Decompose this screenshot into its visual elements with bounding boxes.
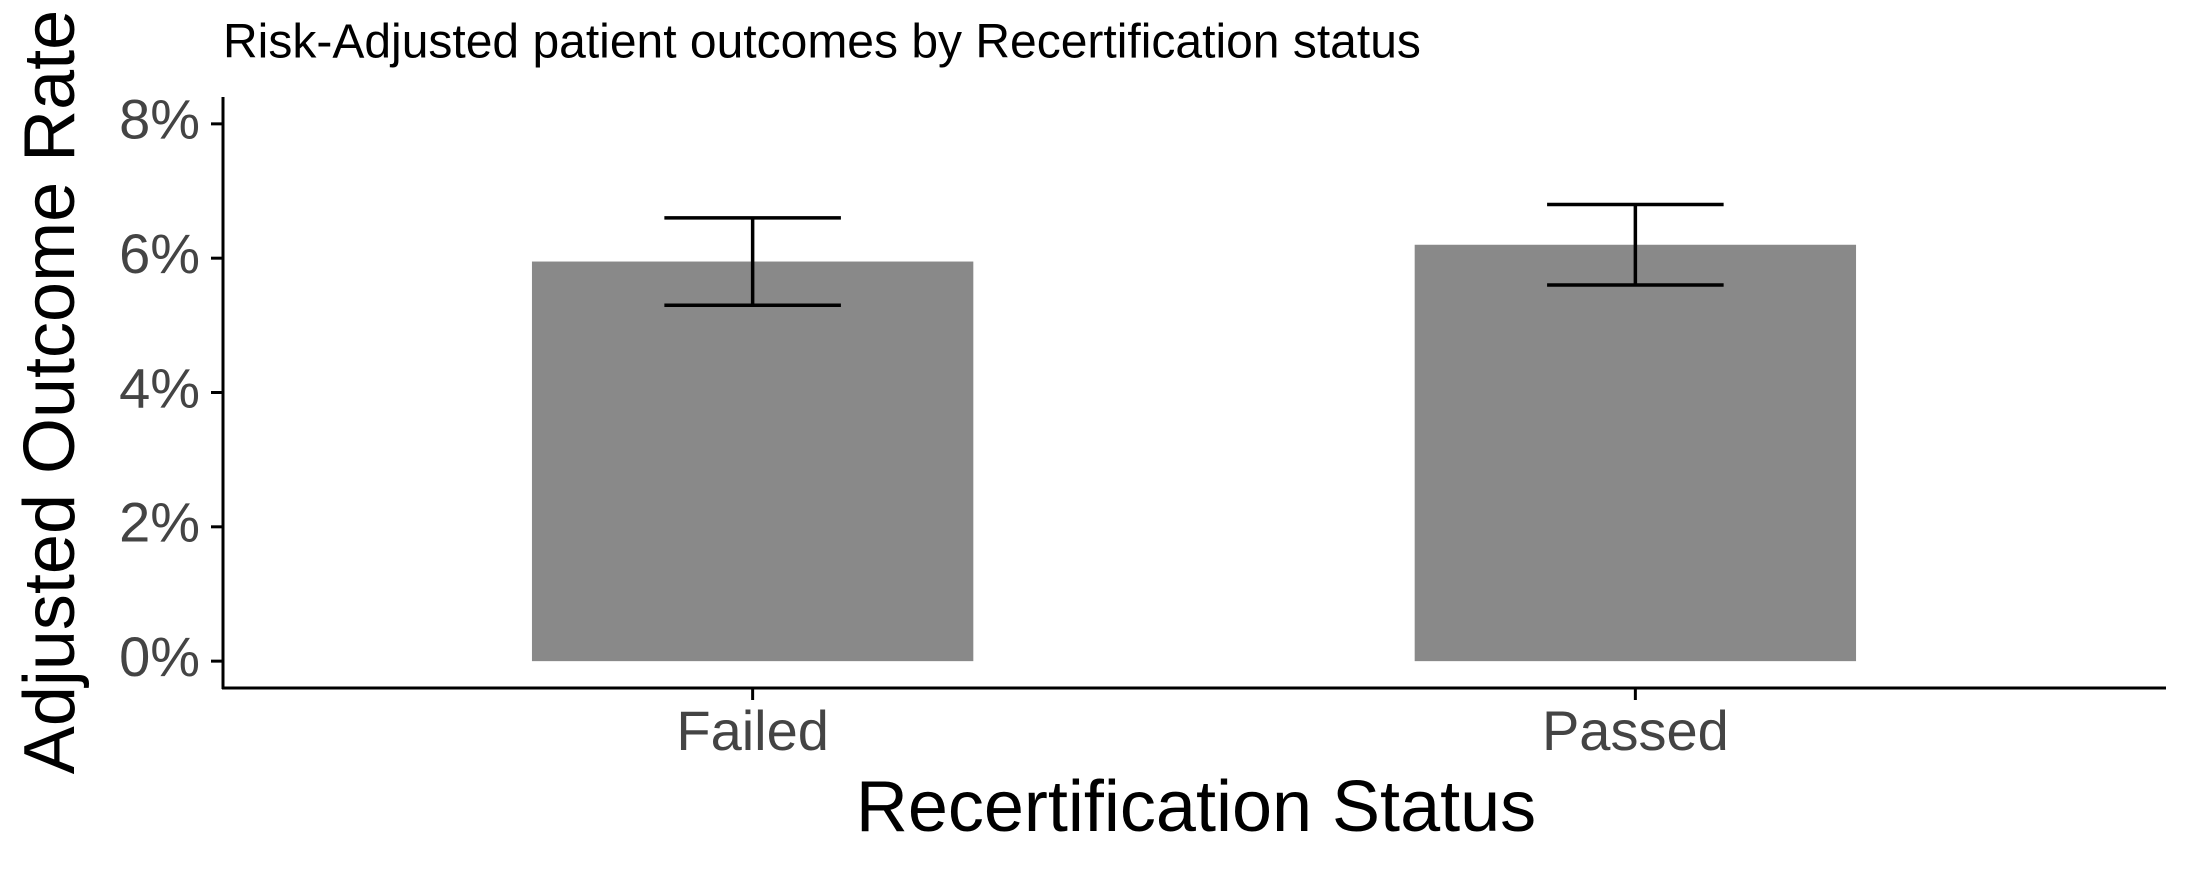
- x-tick-label: Passed: [1542, 699, 1729, 762]
- y-axis-title: Adjusted Outcome Rate: [10, 10, 90, 774]
- bar: [531, 261, 974, 662]
- bar: [1414, 244, 1857, 662]
- x-tick-label: Failed: [676, 699, 829, 762]
- y-tick-label: 6%: [119, 222, 200, 285]
- x-axis-title: Recertification Status: [856, 767, 1536, 847]
- chart-title: Risk-Adjusted patient outcomes by Recert…: [223, 16, 1421, 69]
- y-tick-label: 8%: [119, 88, 200, 151]
- y-tick-label: 2%: [119, 491, 200, 554]
- y-tick-label: 0%: [119, 625, 200, 688]
- y-tick-label: 4%: [119, 356, 200, 419]
